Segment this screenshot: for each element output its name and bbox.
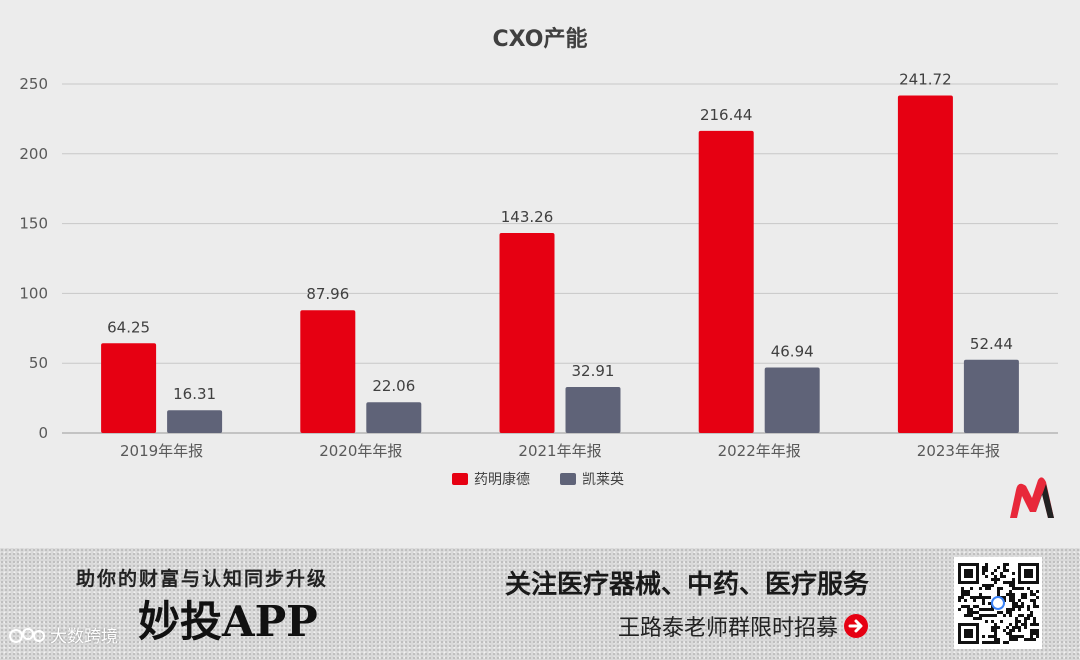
data-label: 22.06 — [372, 377, 415, 395]
legend-label: 凯莱英 — [582, 471, 624, 488]
banner-headline: 关注医疗器械、中药、医疗服务 — [505, 570, 870, 600]
bar-wuxi-1 — [300, 310, 356, 433]
watermark: 大数跨境 — [8, 622, 118, 647]
data-label: 52.44 — [970, 335, 1013, 353]
bar-wuxi-3 — [698, 130, 754, 433]
arrow-right-circle-icon[interactable] — [844, 614, 869, 638]
watermark-logo-icon — [8, 624, 46, 646]
legend: 药明康德 凯莱英 — [452, 471, 624, 488]
y-tick-label: 50 — [29, 354, 48, 372]
bar-wuxi-4 — [897, 95, 953, 433]
bar-asymchem-4 — [963, 359, 1019, 433]
qr-code-icon[interactable] — [954, 557, 1042, 649]
promo-banner: 助你的财富与认知同步升级 妙投APP 大数跨境 关注医疗器械、中药、医疗服务 王… — [0, 548, 1080, 660]
x-tick-label: 2022年年报 — [718, 442, 801, 460]
data-label: 241.72 — [899, 71, 952, 89]
banner-app-name: 妙投APP — [138, 597, 318, 646]
data-label: 216.44 — [700, 106, 753, 124]
bar-asymchem-3 — [764, 367, 820, 433]
bar-asymchem-0 — [167, 410, 223, 433]
x-tick-label: 2021年年报 — [518, 442, 601, 460]
legend-label: 药明康德 — [474, 471, 530, 488]
bar-chart: CXO产能 0 50 100 150 200 250 64.25 16.31 87.96 22.… — [19, 26, 1058, 518]
y-axis: 0 50 100 150 200 250 — [19, 75, 48, 442]
data-label: 46.94 — [771, 342, 814, 360]
watermark-text: 大数跨境 — [50, 627, 118, 647]
x-tick-label: 2020年年报 — [319, 442, 402, 460]
bar-wuxi-0 — [101, 343, 157, 433]
x-tick-label: 2019年年报 — [120, 442, 203, 460]
bar-asymchem-1 — [366, 402, 422, 433]
data-label: 16.31 — [173, 385, 216, 403]
y-tick-label: 250 — [19, 75, 48, 93]
data-label: 143.26 — [501, 208, 554, 226]
chart-area: CXO产能 0 50 100 150 200 250 64.25 16.31 87.96 22.… — [0, 0, 1080, 548]
bar-wuxi-2 — [499, 233, 555, 433]
y-tick-label: 0 — [38, 424, 48, 442]
banner-slogan: 助你的财富与认知同步升级 — [76, 568, 329, 590]
banner-recruit-text: 王路泰老师群限时招募 — [618, 616, 839, 641]
chart-title: CXO产能 — [492, 26, 587, 52]
y-tick-label: 150 — [19, 215, 48, 233]
y-tick-label: 200 — [19, 145, 48, 163]
legend-swatch — [452, 473, 468, 485]
data-label: 64.25 — [107, 318, 150, 336]
data-labels: 64.25 16.31 87.96 22.06 143.26 32.91 216.44 46.… — [107, 71, 1013, 404]
legend-swatch — [560, 473, 576, 485]
bars — [101, 95, 1019, 433]
grid-lines — [62, 83, 1058, 434]
x-axis: 2019年年报 2020年年报 2021年年报 2022年年报 2023年年报 — [120, 442, 1000, 460]
x-tick-label: 2023年年报 — [917, 442, 1000, 460]
data-label: 87.96 — [306, 285, 349, 303]
banner-recruit[interactable]: 王路泰老师群限时招募 — [618, 610, 869, 642]
bar-asymchem-2 — [565, 387, 621, 433]
y-tick-label: 100 — [19, 284, 48, 302]
red-m-logo-icon — [1010, 477, 1054, 518]
data-label: 32.91 — [572, 362, 615, 380]
